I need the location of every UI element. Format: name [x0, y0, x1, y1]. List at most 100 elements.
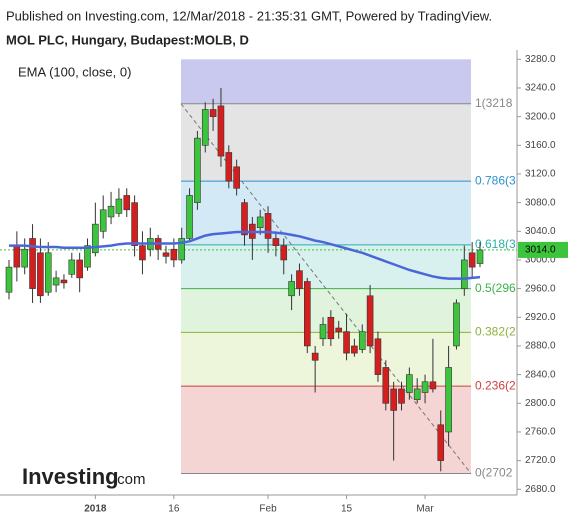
- candle-body: [429, 381, 437, 390]
- candle-body: [256, 216, 264, 229]
- x-tick-label: Mar: [416, 504, 434, 515]
- candle-body: [178, 238, 185, 261]
- candle-body: [460, 259, 468, 289]
- y-tick-label: 2880.0: [525, 341, 556, 352]
- candle-body: [468, 252, 476, 268]
- fib-label: 0.236(2: [475, 378, 516, 392]
- fib-label: 1(3218: [475, 96, 513, 110]
- y-tick-label: 2800.0: [525, 398, 556, 409]
- candle-body: [201, 109, 209, 146]
- candle-body: [272, 238, 280, 246]
- candle-body: [358, 331, 366, 350]
- candle-body: [390, 388, 397, 411]
- candle-body: [194, 137, 201, 203]
- candle-body: [68, 259, 76, 275]
- candle-body: [343, 331, 350, 354]
- x-tick-label: 2018: [84, 504, 107, 515]
- y-tick-label: 2840.0: [525, 369, 556, 380]
- candle-body: [327, 316, 335, 340]
- fib-band: [181, 244, 471, 289]
- candle-body: [60, 279, 68, 284]
- candle-body: [445, 367, 452, 433]
- y-tick-label: 3080.0: [525, 197, 556, 208]
- candle-body: [84, 245, 91, 268]
- candle-body: [382, 367, 390, 404]
- candle-body: [398, 388, 405, 404]
- candle-body: [37, 252, 44, 297]
- candle-body: [406, 374, 413, 393]
- last-price-box: [518, 241, 568, 258]
- candle-body: [131, 202, 138, 246]
- candle-body: [319, 324, 327, 340]
- candle-body: [225, 152, 233, 182]
- candle-body: [421, 381, 429, 393]
- y-tick-label: 3200.0: [525, 111, 556, 122]
- candle-body: [52, 277, 60, 286]
- candle-body: [92, 223, 99, 254]
- fib-label: 0.382(2: [475, 325, 516, 339]
- y-tick-label: 2920.0: [525, 312, 556, 323]
- logo: Investing: [22, 464, 119, 489]
- candle-body: [311, 352, 319, 361]
- y-tick-label: 2760.0: [525, 427, 556, 438]
- x-tick-label: 15: [341, 504, 353, 515]
- published-note: Published on Investing.com, 12/Mar/2018 …: [6, 8, 492, 23]
- plot-area: 1(3218 0.786(3 0.618(3 0.5(296 0.382(2 0.236(…: [0, 50, 568, 515]
- candle-body: [374, 338, 382, 375]
- fib-label: 0.786(3: [475, 173, 516, 187]
- candle-body: [233, 166, 240, 189]
- last-price-label: 3014.0: [525, 245, 556, 256]
- candle-body: [107, 205, 115, 218]
- candle-body: [76, 259, 83, 279]
- y-tick-label: 3240.0: [525, 83, 556, 94]
- y-tick-label: 2680.0: [525, 484, 556, 495]
- candle-body: [303, 281, 311, 347]
- candle-body: [13, 245, 21, 268]
- y-tick-label: 3280.0: [525, 54, 556, 65]
- candle-body: [264, 213, 272, 239]
- symbol-title: MOL PLC, Hungary, Budapest:MOLB, D: [6, 32, 249, 47]
- y-tick-label: 2960.0: [525, 283, 556, 294]
- candle-body: [115, 198, 123, 214]
- candle-body: [241, 202, 248, 236]
- candle-body: [453, 302, 460, 347]
- fib-band: [181, 332, 471, 387]
- y-tick-label: 3000.0: [525, 255, 556, 266]
- fib-band: [181, 386, 471, 474]
- fib-band: [181, 181, 471, 245]
- candle-body: [139, 245, 146, 261]
- y-tick-label: 3040.0: [525, 226, 556, 237]
- candle-body: [209, 109, 217, 117]
- x-tick-label: Feb: [259, 504, 277, 515]
- candle-body: [99, 209, 107, 232]
- candle-body: [437, 424, 445, 461]
- candle-body: [296, 270, 303, 289]
- candle-body: [29, 238, 36, 289]
- candle-body: [162, 252, 170, 257]
- x-tick-label: 16: [168, 504, 180, 515]
- fib-band: [181, 59, 471, 104]
- ema-line: [9, 230, 481, 280]
- candle-body: [44, 252, 52, 293]
- candle-body: [476, 249, 484, 264]
- candle-body: [21, 248, 29, 268]
- y-tick-label: 3160.0: [525, 140, 556, 151]
- fib-label: 0.618(3: [475, 237, 516, 251]
- candle-body: [413, 388, 421, 400]
- logo-suffix: .com: [113, 471, 146, 488]
- candle-body: [217, 105, 225, 157]
- candle-body: [5, 266, 13, 293]
- y-tick-label: 3120.0: [525, 169, 556, 180]
- fib-label: 0.5(296: [475, 281, 516, 295]
- candle-body: [186, 195, 193, 239]
- legend-ema: EMA (100, close, 0): [18, 64, 131, 79]
- candle-body: [123, 195, 131, 211]
- candle-body: [366, 295, 374, 347]
- candle-body: [280, 245, 288, 261]
- fib-band: [181, 103, 471, 182]
- candle-body: [170, 248, 178, 261]
- candle-body: [351, 345, 358, 354]
- candle-body: [335, 327, 343, 332]
- fib-label: 0(2702: [475, 466, 513, 480]
